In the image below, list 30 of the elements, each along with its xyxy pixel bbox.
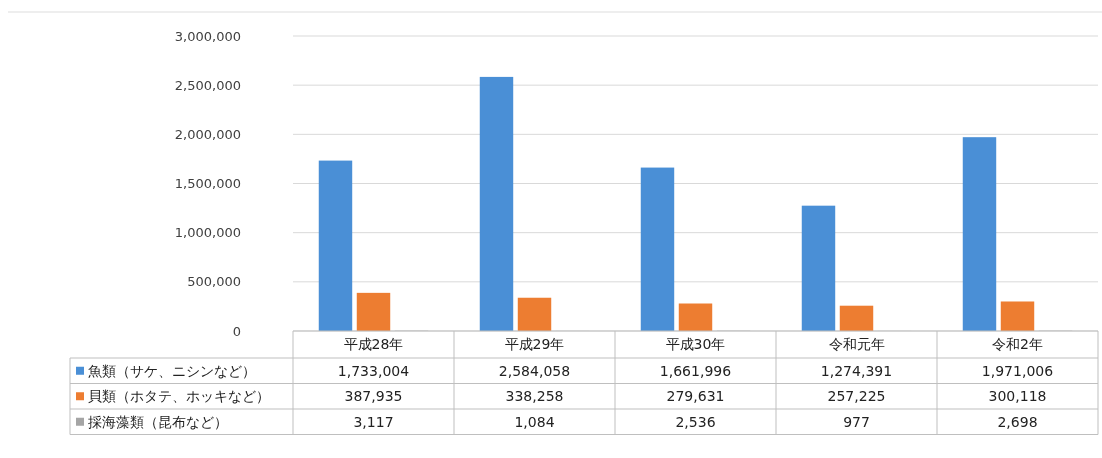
x-tick-label: 平成30年	[665, 336, 726, 353]
y-tick-label: 1,500,000	[174, 176, 241, 192]
data-label: 977	[843, 413, 870, 430]
x-tick-label: 令和元年	[828, 336, 885, 353]
y-tick-label: 500,000	[187, 274, 241, 290]
x-tick-label: 平成28年	[343, 336, 404, 353]
legend-label: 魚類（サケ、ニシンなど）	[88, 362, 256, 379]
data-label: 1,084	[514, 413, 555, 430]
data-label: 300,118	[988, 388, 1047, 405]
data-label: 1,733,004	[337, 362, 410, 379]
data-label: 1,274,391	[820, 362, 893, 379]
legend-label: 貝類（ホタテ、ホッキなど）	[88, 388, 270, 405]
data-label: 2,584,058	[498, 362, 571, 379]
x-tick-label: 平成29年	[504, 336, 565, 353]
data-label: 387,935	[344, 388, 403, 405]
y-tick-label: 2,500,000	[174, 77, 241, 93]
data-label: 2,536	[675, 413, 716, 430]
data-label: 279,631	[666, 388, 725, 405]
y-tick-label: 1,000,000	[174, 225, 241, 241]
x-tick-label: 令和2年	[992, 336, 1043, 353]
data-label: 2,698	[997, 413, 1038, 430]
data-label: 257,225	[827, 388, 886, 405]
data-label: 1,661,996	[659, 362, 732, 379]
y-tick-label: 0	[232, 323, 241, 339]
legend-label: 採海藻類（昆布など）	[88, 413, 228, 430]
y-tick-label: 3,000,000	[174, 28, 241, 44]
data-label: 338,258	[505, 388, 564, 405]
data-label: 3,117	[353, 413, 394, 430]
y-tick-label: 2,000,000	[174, 126, 241, 142]
data-label: 1,971,006	[981, 362, 1054, 379]
